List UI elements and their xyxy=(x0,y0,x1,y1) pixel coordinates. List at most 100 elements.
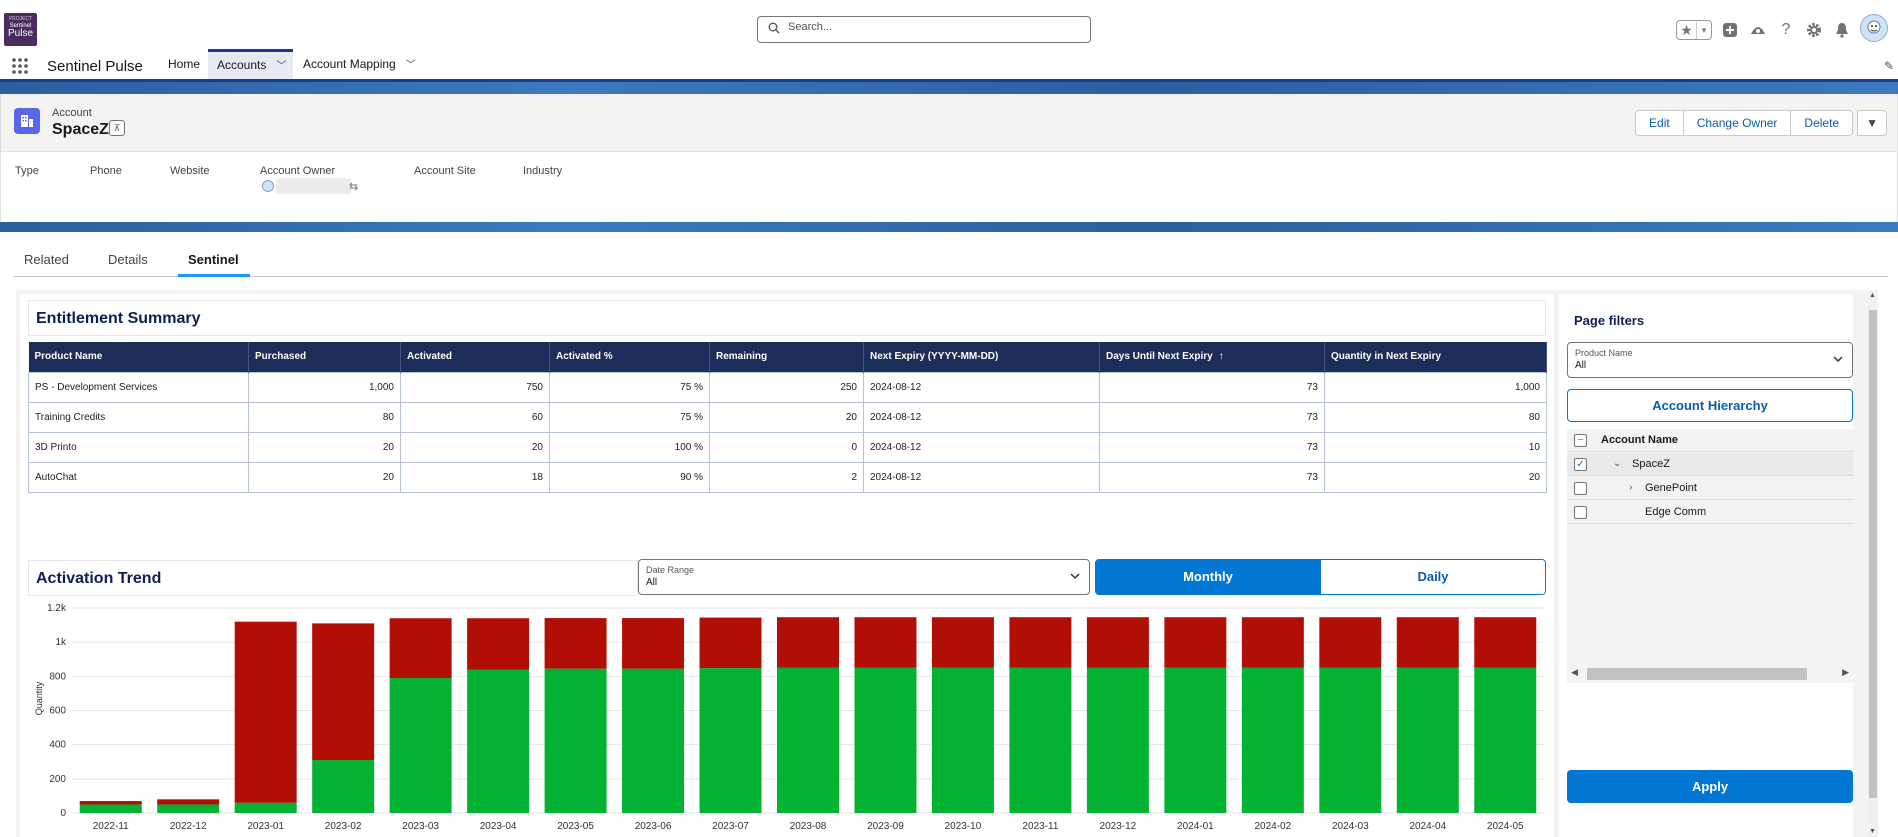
column-header-days-until-expiry[interactable]: Days Until Next Expiry ↑ xyxy=(1099,342,1325,372)
bar-activated xyxy=(1319,667,1382,813)
delete-button[interactable]: Delete xyxy=(1790,110,1854,136)
bar-remaining xyxy=(1319,617,1382,668)
trailhead-icon[interactable] xyxy=(1748,20,1768,40)
bar-remaining xyxy=(389,618,452,679)
record-name: SpaceZ xyxy=(52,121,109,138)
notification-bell-icon[interactable] xyxy=(1832,20,1852,40)
scrollbar-thumb[interactable] xyxy=(1869,310,1877,798)
add-icon[interactable] xyxy=(1720,20,1740,40)
column-header-purchased[interactable]: Purchased xyxy=(248,342,401,372)
column-header-qty-next-expiry[interactable]: Quantity in Next Expiry xyxy=(1324,342,1547,372)
x-tick-label: 2023-10 xyxy=(945,821,982,832)
table-cell: 0 xyxy=(709,431,864,463)
change-owner-button[interactable]: Change Owner xyxy=(1682,110,1792,136)
global-search[interactable] xyxy=(757,16,1091,43)
scroll-up-icon[interactable]: ▲ xyxy=(1869,292,1876,299)
tree-item-spacez[interactable]: ✓ ⌄ SpaceZ xyxy=(1567,453,1853,476)
daily-toggle-button[interactable]: Daily xyxy=(1320,560,1545,594)
table-row: 3D Printo 20 20 100 % 0 2024-08-12 73 10 xyxy=(28,431,1547,463)
y-axis-label: Quantity xyxy=(34,681,44,715)
column-header-remaining[interactable]: Remaining xyxy=(709,342,864,372)
row-checkbox[interactable]: ✓ xyxy=(1574,458,1587,471)
tree-horizontal-scrollbar[interactable]: ◀ ▶ xyxy=(1567,665,1853,683)
tab-related[interactable]: Related xyxy=(24,252,69,267)
bar-remaining xyxy=(467,618,530,670)
bar-activated xyxy=(1474,667,1537,813)
row-checkbox[interactable] xyxy=(1574,482,1587,495)
date-range-select[interactable]: Date Range All xyxy=(638,559,1090,595)
chart-svg: 0 200 400 600 800 1k 1.2k Quantity 2022-11 2022-1… xyxy=(34,603,1544,832)
apply-button[interactable]: Apply xyxy=(1567,770,1853,803)
nav-item-home[interactable]: Home xyxy=(168,57,201,71)
bar-remaining xyxy=(777,617,839,668)
chevron-down-icon[interactable]: ⌄ xyxy=(1613,458,1622,469)
tree-item-genepoint[interactable]: › GenePoint xyxy=(1567,477,1853,500)
owner-name-redacted[interactable] xyxy=(276,178,351,194)
chevron-down-icon[interactable]: ▾ xyxy=(1701,24,1707,35)
nav-item-account-mapping[interactable]: Account Mapping ﹀ xyxy=(303,49,416,79)
table-cell: 20 xyxy=(1324,461,1547,493)
user-avatar[interactable] xyxy=(1860,14,1888,42)
table-cell: 20 xyxy=(248,461,401,493)
app-logo[interactable]: PROJECT Sentinel Pulse xyxy=(4,13,37,46)
search-icon xyxy=(768,22,780,37)
tab-sentinel[interactable]: Sentinel xyxy=(188,252,239,267)
table-cell: 2 xyxy=(709,461,864,493)
column-header-next-expiry[interactable]: Next Expiry (YYYY-MM-DD) xyxy=(863,342,1100,372)
table-cell: 20 xyxy=(400,431,550,463)
y-tick-label: 800 xyxy=(49,671,66,682)
bar-activated xyxy=(1086,667,1149,813)
setup-gear-icon[interactable] xyxy=(1804,20,1824,40)
monthly-toggle-button[interactable]: Monthly xyxy=(1096,560,1320,594)
column-header-activated-pct[interactable]: Activated % xyxy=(549,342,710,372)
tab-details[interactable]: Details xyxy=(108,252,148,267)
account-hierarchy-button[interactable]: Account Hierarchy xyxy=(1567,389,1853,422)
chevron-down-icon[interactable]: ﹀ xyxy=(276,61,287,72)
help-icon[interactable]: ? xyxy=(1781,21,1791,38)
nav-item-accounts[interactable]: Accounts ﹀ xyxy=(208,49,293,79)
scroll-left-icon[interactable]: ◀ xyxy=(1571,667,1578,677)
table-row: Training Credits 80 60 75 % 20 2024-08-1… xyxy=(28,401,1547,433)
field-label-website: Website xyxy=(170,165,210,177)
table-cell: 80 xyxy=(1324,401,1547,433)
chevron-down-icon[interactable]: ﹀ xyxy=(405,60,416,71)
select-all-checkbox[interactable]: − xyxy=(1574,434,1587,447)
bar-activated xyxy=(312,760,375,813)
scroll-down-icon[interactable]: ▼ xyxy=(1869,828,1876,835)
bar-remaining xyxy=(699,617,762,669)
row-checkbox[interactable] xyxy=(1574,506,1587,519)
tree-item-edge-comm[interactable]: Edge Comm xyxy=(1567,501,1853,524)
scrollbar-thumb[interactable] xyxy=(1587,668,1807,680)
column-header-activated[interactable]: Activated xyxy=(400,342,550,372)
x-tick-label: 2023-04 xyxy=(480,821,517,832)
bar-remaining xyxy=(1474,617,1537,668)
chevron-right-icon[interactable]: › xyxy=(1629,482,1633,493)
edit-nav-pencil-icon[interactable]: ✎ xyxy=(1883,59,1894,73)
view-hierarchy-icon[interactable]: ⊼ xyxy=(109,120,125,136)
more-actions-button[interactable]: ▼ xyxy=(1857,110,1887,136)
app-launcher-icon[interactable] xyxy=(11,57,29,75)
page-vertical-scrollbar[interactable]: ▲ ▼ xyxy=(1868,290,1878,837)
product-name-select[interactable]: Product Name All xyxy=(1567,342,1853,378)
table-cell: 1,000 xyxy=(1324,371,1547,403)
activation-trend-header: Activation Trend xyxy=(28,560,638,596)
entitlement-summary-header: Entitlement Summary xyxy=(28,300,1546,336)
table-cell: 73 xyxy=(1099,431,1325,463)
scroll-right-icon[interactable]: ▶ xyxy=(1842,667,1849,677)
edit-button[interactable]: Edit xyxy=(1635,110,1684,136)
table-cell: 73 xyxy=(1099,371,1325,403)
table-cell: Training Credits xyxy=(28,401,249,433)
column-header-product-name[interactable]: Product Name xyxy=(28,342,249,372)
change-owner-icon[interactable]: ⇆ xyxy=(349,181,359,193)
app-name: Sentinel Pulse xyxy=(47,58,143,75)
x-tick-label: 2023-01 xyxy=(247,821,284,832)
field-label-account-owner: Account Owner xyxy=(260,165,336,177)
table-cell: 18 xyxy=(400,461,550,493)
app-nav-bar: Sentinel Pulse Home Accounts ﹀ Account Ma… xyxy=(0,49,1898,82)
granularity-toggle: Monthly Daily xyxy=(1095,559,1546,595)
y-tick-label: 0 xyxy=(60,808,66,819)
search-input[interactable] xyxy=(788,21,1068,33)
chevron-down-icon xyxy=(1832,353,1844,368)
bar-remaining xyxy=(931,617,994,668)
favorites-button[interactable]: ★ ▾ xyxy=(1676,20,1712,40)
